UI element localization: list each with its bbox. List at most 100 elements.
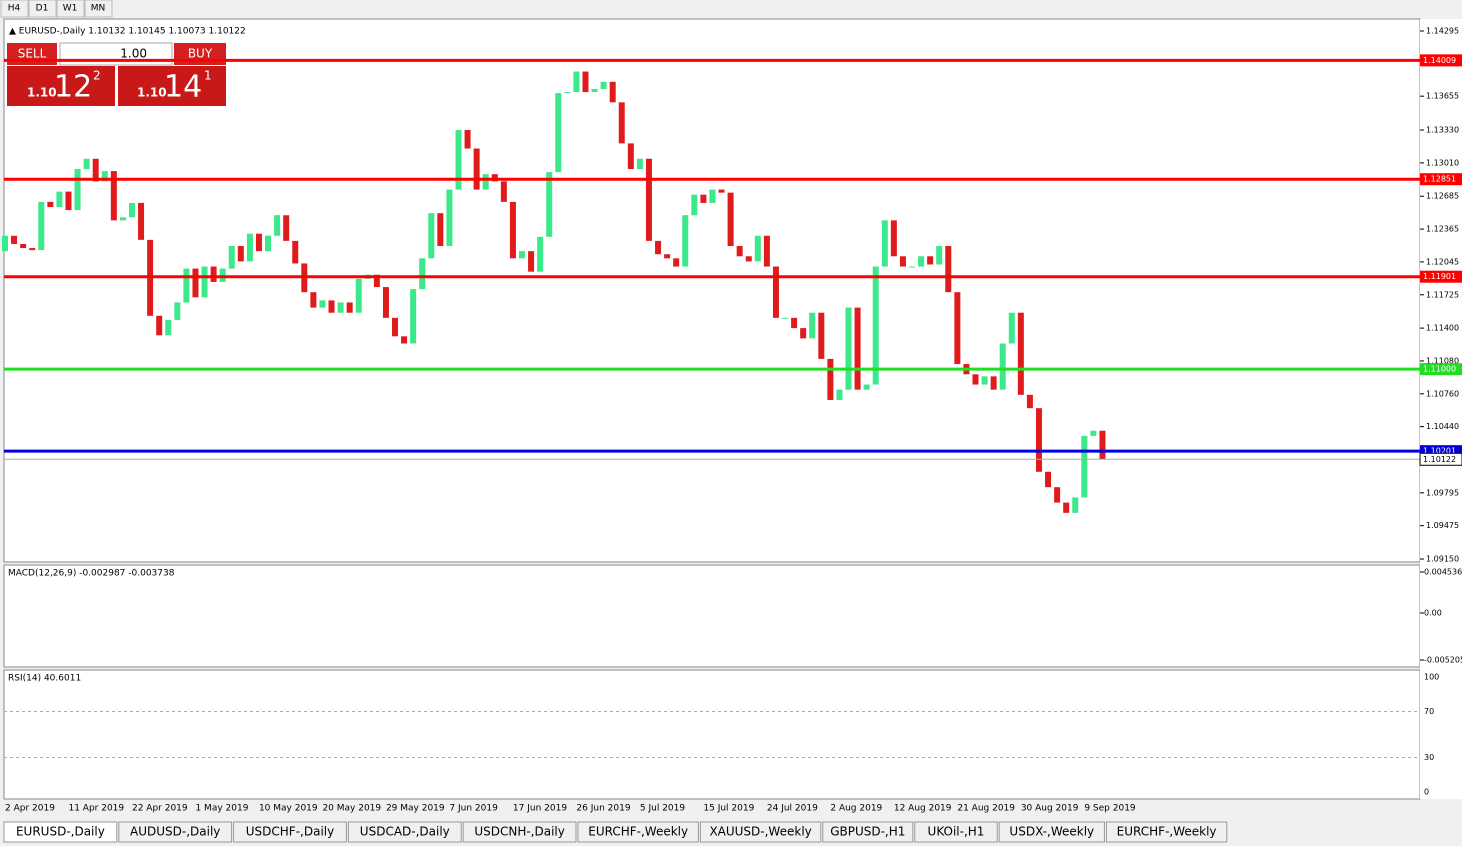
ask-box <box>118 66 226 106</box>
candle-body <box>655 240 662 255</box>
symbol-tab[interactable] <box>699 821 822 843</box>
x-tick-label: 29 May 2019 <box>386 804 445 814</box>
timeframe-button[interactable] <box>84 0 113 18</box>
symbol-tab[interactable] <box>998 821 1105 843</box>
y-tick-label: 1.13010 <box>1426 158 1459 167</box>
candle-body <box>827 358 834 400</box>
candle-body <box>1072 497 1079 513</box>
level-tag <box>1419 452 1462 466</box>
candle-body <box>83 158 90 170</box>
candle-body <box>119 217 126 221</box>
candle-body <box>74 169 81 211</box>
candle-body <box>836 389 843 400</box>
symbol-tab-label: USDCAD-,Daily <box>360 825 450 839</box>
timeframe-button[interactable] <box>28 0 57 18</box>
timeframe-label: D1 <box>36 4 49 14</box>
symbol-tab[interactable] <box>347 821 462 843</box>
candle-body <box>528 251 535 272</box>
symbol-tab-label: GBPUSD-,H1 <box>830 825 905 839</box>
symbol-tab[interactable] <box>118 821 233 843</box>
candle-body <box>29 248 36 251</box>
symbol-tab[interactable] <box>3 821 118 843</box>
candle-body <box>582 71 589 93</box>
candle-body <box>428 213 435 259</box>
symbol-tab[interactable] <box>822 821 914 843</box>
candle-body <box>265 235 272 252</box>
timeframe-label: H4 <box>8 4 21 14</box>
candle-body <box>210 266 217 282</box>
symbol-tab[interactable] <box>462 821 577 843</box>
timeframe-button[interactable] <box>56 0 85 18</box>
timeframe-bar: H4 D1 W1 MN <box>0 0 113 18</box>
candle-body <box>881 220 888 267</box>
candle-body <box>128 202 135 218</box>
candle-body <box>518 251 525 259</box>
bid-main: 12 <box>54 70 92 105</box>
candle-body <box>246 233 253 262</box>
candle-body <box>138 202 145 240</box>
candle-body <box>473 148 480 190</box>
candle-body <box>809 312 816 339</box>
candle-body <box>1008 312 1015 344</box>
y-tick-label: 1.11400 <box>1426 324 1459 333</box>
symbol-tab-label: USDX-,Weekly <box>1009 825 1094 839</box>
price-scale <box>1420 19 1462 799</box>
x-tick-label: 11 Apr 2019 <box>68 804 124 814</box>
candle-body <box>292 240 299 264</box>
candle-body <box>101 171 108 182</box>
candle-body <box>564 92 571 94</box>
candle-body <box>682 215 689 267</box>
level-tag <box>1420 270 1462 283</box>
symbol-tab[interactable] <box>577 821 699 843</box>
y-tick-label: 1.10440 <box>1426 422 1459 431</box>
symbol-tab[interactable] <box>1105 821 1228 843</box>
candle-body <box>165 319 172 336</box>
y-tick-label: 1.12365 <box>1426 225 1459 234</box>
x-tick-label: 26 Jun 2019 <box>576 804 630 814</box>
y-tick-label: 1.11080 <box>1426 356 1459 365</box>
candle-body <box>763 235 770 267</box>
timeframe-button[interactable] <box>0 0 29 18</box>
candle-body <box>754 235 761 262</box>
bid-sup: 2 <box>93 69 101 83</box>
candle-body <box>392 317 399 337</box>
symbol-tab[interactable] <box>914 821 998 843</box>
candle-body <box>283 215 290 241</box>
candle-body <box>410 289 417 344</box>
y-tick-label: 1.09795 <box>1426 488 1459 497</box>
candle-body <box>446 189 453 247</box>
symbol-tab-label: USDCNH-,Daily <box>474 825 565 839</box>
level-label: 1.11000 <box>1423 365 1456 374</box>
macd-panel <box>3 564 1421 668</box>
candle-body <box>455 130 462 190</box>
candle-body <box>1063 502 1070 513</box>
candle-body <box>555 93 562 173</box>
x-tick-label: 15 Jul 2019 <box>703 804 754 814</box>
rsi-tick-label: 30 <box>1424 753 1434 762</box>
candle-body <box>337 302 344 313</box>
x-tick-label: 30 Aug 2019 <box>1021 804 1079 814</box>
rsi-panel <box>3 669 1421 800</box>
ask-sup: 1 <box>204 69 212 83</box>
candle-body <box>981 376 988 385</box>
level-label: 1.10122 <box>1423 455 1456 464</box>
candle-body <box>945 246 952 293</box>
candle-body <box>310 292 317 308</box>
candle-body <box>899 256 906 267</box>
candle-body <box>636 158 643 170</box>
symbol-tab-label: EURCHF-,Weekly <box>588 825 688 839</box>
macd-tick-label: -0.005205 <box>1424 656 1462 665</box>
x-tick-label: 2 Apr 2019 <box>5 804 55 814</box>
y-tick-label: 1.10760 <box>1426 389 1459 398</box>
macd-tick-label: 0.00 <box>1424 608 1442 617</box>
x-tick-label: 24 Jul 2019 <box>767 804 818 814</box>
ask-big: 1.10 <box>137 86 167 100</box>
candle-body <box>2 235 8 252</box>
candle-body <box>664 254 671 259</box>
candle-body <box>382 287 389 318</box>
candle-body <box>954 292 961 365</box>
candle-body <box>736 246 743 257</box>
symbol-tab[interactable] <box>233 821 347 843</box>
candle-body <box>818 312 825 359</box>
